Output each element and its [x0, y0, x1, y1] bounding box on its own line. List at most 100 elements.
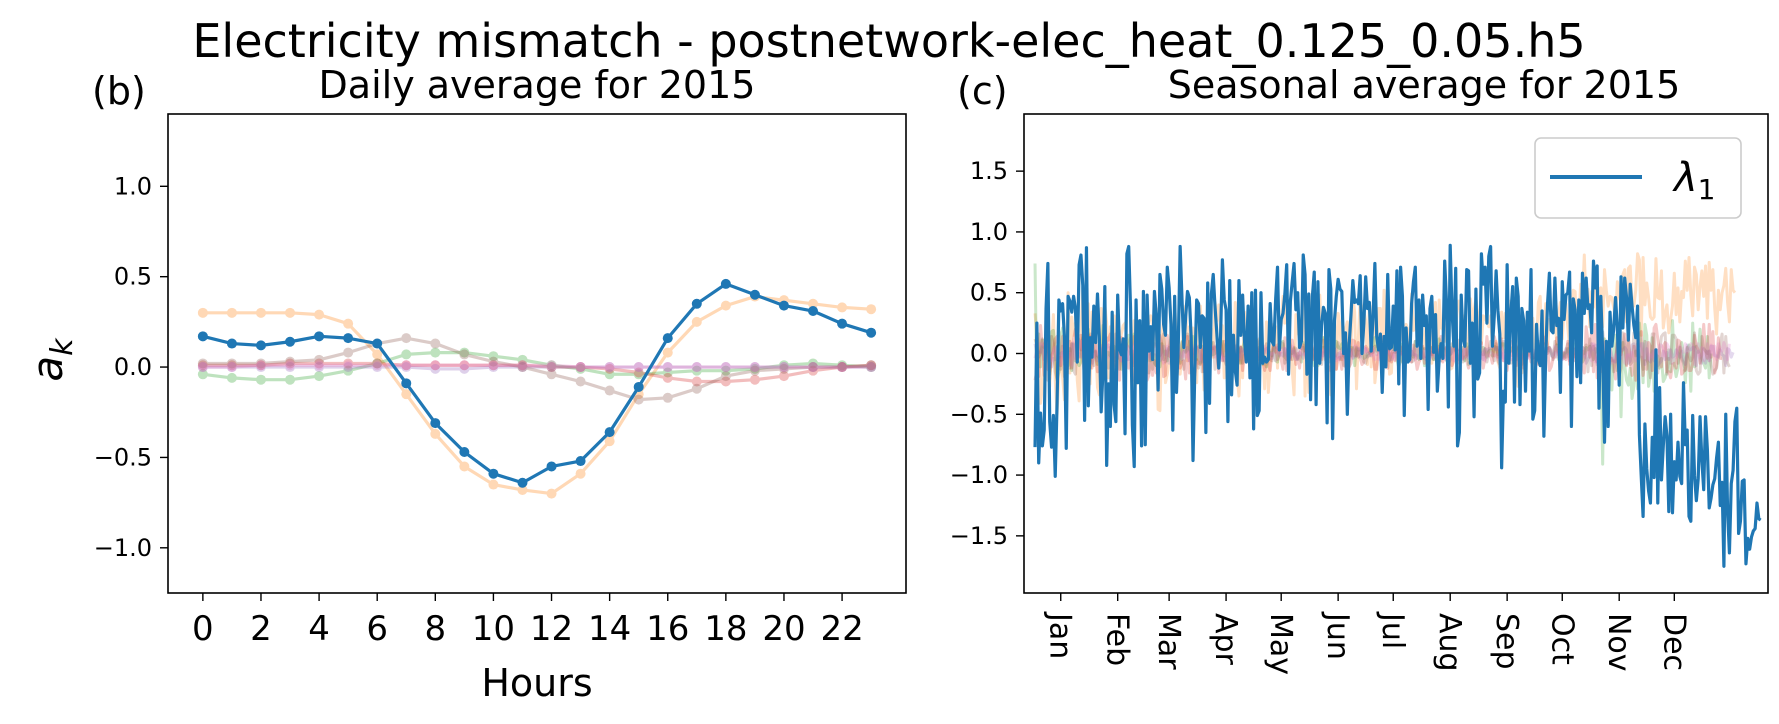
panel-b-series-point: [662, 333, 673, 344]
panel-b-series-point: [662, 372, 673, 383]
panel-b-series-point: [226, 362, 237, 373]
panel-b-series-point: [517, 362, 528, 373]
panel-b-xtick-label: 12: [530, 609, 573, 649]
panel-b-series-point: [691, 362, 702, 373]
panel-b-series-point: [372, 360, 383, 371]
panel-b-series-point: [691, 365, 702, 376]
panel-b-series-point: [604, 436, 615, 447]
panel-b-label: (b): [92, 69, 146, 113]
panel-c-xtick-label: Oct: [1544, 613, 1579, 665]
panel-c-xtick-label: Dec: [1656, 613, 1691, 671]
panel-b-series-5: [197, 362, 877, 374]
panel-b-daily: (b) Daily average for 2015 Hours ak −1.0…: [23, 63, 907, 705]
panel-b-series-point: [866, 327, 877, 338]
panel-b-series-4: [197, 358, 877, 387]
panel-b-series-point: [808, 298, 819, 309]
panel-b-series-point: [837, 362, 848, 373]
panel-b-series-point: [662, 362, 673, 373]
panel-c-series-1: [1033, 243, 1762, 568]
panel-b-series-point: [604, 362, 615, 373]
panel-b-series-point: [488, 351, 499, 362]
panel-b-series-point: [488, 362, 499, 373]
panel-b-series-3: [197, 347, 877, 385]
panel-b-series-point: [459, 360, 470, 371]
panel-b-series-point: [197, 360, 208, 371]
panel-b-series-point: [285, 360, 296, 371]
panel-c-ytick-label: −1.5: [950, 522, 1008, 550]
panel-b-series-point: [459, 447, 470, 458]
panel-b-series-point: [314, 331, 325, 342]
panel-b-series-point: [517, 360, 528, 371]
legend-label-main: λ: [1672, 155, 1698, 201]
panel-b-series-point: [197, 331, 208, 342]
panel-b-series-point: [401, 362, 412, 373]
panel-b-series-point: [575, 362, 586, 373]
panel-b-xtick-label: 10: [472, 609, 515, 649]
panel-b-series-point: [778, 362, 789, 373]
panel-c-xtick-label: Jul: [1375, 611, 1410, 649]
panel-b-ylabel-main: a: [23, 356, 72, 382]
panel-b-xlabel: Hours: [481, 661, 592, 705]
panel-b-series-point: [430, 338, 441, 349]
panel-b-series-point: [226, 358, 237, 369]
panel-c-series-2: [1033, 252, 1737, 416]
panel-b-series-point: [633, 362, 644, 373]
panel-b-series-point: [866, 360, 877, 371]
panel-b-series-point: [517, 360, 528, 371]
figure-suptitle: Electricity mismatch - postnetwork-elec_…: [192, 14, 1585, 68]
panel-b-xtick-label: 2: [250, 609, 272, 649]
panel-b-series-point: [197, 362, 208, 373]
panel-b-series-line: [202, 336, 872, 402]
panel-b-series-point: [517, 484, 528, 495]
panel-b-ylabel: ak: [23, 337, 80, 382]
panel-b-series-point: [575, 456, 586, 467]
panel-b-series-point: [749, 289, 760, 300]
panel-b-ytick-label: 0.5: [114, 263, 152, 291]
panel-b-series-point: [517, 362, 528, 373]
panel-b-series-point: [808, 365, 819, 376]
panel-b-series-point: [604, 369, 615, 380]
panel-b-series-point: [546, 362, 557, 373]
panel-b-series-point: [662, 392, 673, 403]
panel-b-series-line: [202, 294, 872, 496]
panel-b-series-point: [866, 360, 877, 371]
panel-b-series-point: [343, 347, 354, 358]
panel-b-series-point: [575, 362, 586, 373]
panel-b-series-point: [401, 349, 412, 360]
panel-c-title: Seasonal average for 2015: [1168, 63, 1681, 107]
panel-b-series-point: [197, 369, 208, 380]
panel-b-series-point: [778, 363, 789, 374]
panel-b-series-point: [837, 318, 848, 329]
panel-b-xtick-label: 22: [820, 609, 863, 649]
panel-b-series-point: [459, 363, 470, 374]
panel-b-series-point: [778, 360, 789, 371]
panel-b-xtick-label: 0: [192, 609, 214, 649]
panel-b-series-point: [372, 358, 383, 369]
panel-c-legend: λ1: [1534, 137, 1742, 219]
panel-c-xtick-label: Jan: [1043, 611, 1078, 659]
panel-b-series-point: [285, 307, 296, 318]
panel-b-xtick-label: 14: [588, 609, 631, 649]
panel-b-series-point: [401, 378, 412, 389]
panel-b-series-point: [808, 306, 819, 317]
panel-c-ytick-label: −0.5: [950, 400, 1008, 428]
panel-b-series-point: [517, 477, 528, 488]
panel-b-series-point: [226, 360, 237, 371]
panel-b-xtick-label: 8: [424, 609, 446, 649]
panel-b-series-point: [546, 362, 557, 373]
panel-b-frame: [167, 113, 907, 594]
panel-b-series-point: [343, 318, 354, 329]
panel-b-series-point: [837, 302, 848, 313]
panel-c-xtick-label: May: [1263, 613, 1298, 675]
panel-b-series-point: [546, 360, 557, 371]
panel-b-series-point: [633, 367, 644, 378]
panel-b-series-point: [720, 362, 731, 373]
panel-c-ytick-label: 0.0: [970, 340, 1008, 368]
panel-b-series-point: [720, 376, 731, 387]
panel-b-series-point: [430, 363, 441, 374]
panel-b-series-point: [604, 362, 615, 373]
panel-b-series-point: [778, 371, 789, 382]
panel-b-series-point: [401, 360, 412, 371]
panel-b-series-point: [575, 468, 586, 479]
panel-b-series-point: [372, 362, 383, 373]
